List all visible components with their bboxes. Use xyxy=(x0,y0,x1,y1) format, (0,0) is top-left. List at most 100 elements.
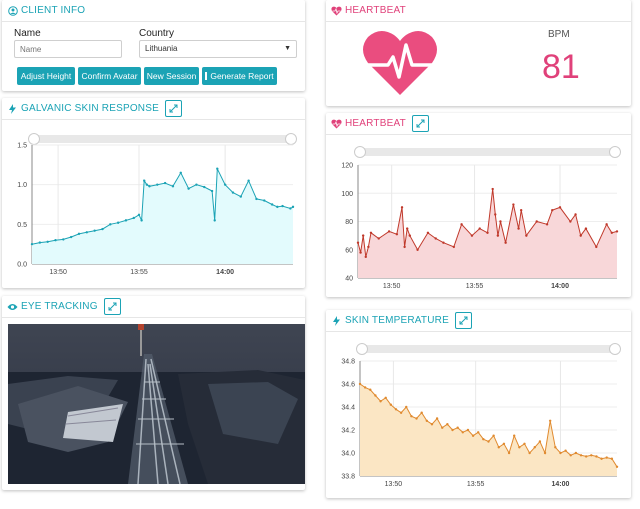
gsr-chart[interactable]: 0.0 0.5 1.0 1.5 13:50 13:55 14:00 xyxy=(2,122,305,287)
data-point xyxy=(545,223,549,226)
skin-temperature-chart[interactable]: 33.8 34.0 34.2 34.4 34.6 34.8 13:50 13:55 14:00 xyxy=(326,334,631,496)
data-point xyxy=(359,251,362,254)
data-point xyxy=(379,400,382,403)
y-tick-label: 1.5 xyxy=(17,143,27,150)
data-point xyxy=(369,388,372,391)
y-tick-label: 34.0 xyxy=(341,451,355,458)
skin-temperature-panel: SKIN TEMPERATURE 33.8 34.0 34.2 34.4 34.6 34.… xyxy=(326,310,631,498)
data-point xyxy=(239,195,242,198)
user-circle-icon xyxy=(7,5,18,16)
eye-tracking-panel: EYE TRACKING xyxy=(2,296,305,490)
data-point xyxy=(361,234,365,237)
data-point xyxy=(499,220,502,223)
data-point xyxy=(179,171,182,174)
skin-temperature-title: SKIN TEMPERATURE xyxy=(345,315,449,326)
heartbeat-chart[interactable]: 40 60 80 100 120 13:50 13:55 14:00 xyxy=(326,137,631,295)
y-tick-label: 60 xyxy=(345,247,353,254)
data-point xyxy=(456,426,459,429)
data-point xyxy=(291,205,295,209)
data-point xyxy=(543,451,547,455)
data-point xyxy=(109,223,112,226)
data-point xyxy=(600,457,603,460)
data-point xyxy=(517,227,520,230)
name-label: Name xyxy=(14,28,41,39)
gsr-panel: GALVANIC SKIN RESPONSE 0.0 0.5 1.0 1.5 13:50… xyxy=(2,98,305,288)
data-point xyxy=(610,457,614,460)
data-point xyxy=(579,234,582,237)
adjust-height-button[interactable]: Adjust Height xyxy=(17,67,75,85)
expand-icon[interactable] xyxy=(454,312,472,329)
data-point xyxy=(69,235,73,239)
gsr-title: GALVANIC SKIN RESPONSE xyxy=(21,103,159,114)
generate-report-button[interactable]: Generate Report xyxy=(202,67,277,85)
heartbeat-chart-title: HEARTBEAT xyxy=(345,118,406,129)
data-point xyxy=(569,454,572,457)
confirm-avatar-button[interactable]: Confirm Avatar xyxy=(78,67,141,85)
client-info-header: CLIENT INFO xyxy=(2,0,305,22)
data-point xyxy=(403,245,406,249)
slider-handle-right xyxy=(609,343,621,355)
data-point xyxy=(247,179,250,182)
data-point xyxy=(358,382,362,386)
bpm-unit-label: BPM xyxy=(548,29,570,40)
data-point xyxy=(574,451,578,455)
data-point xyxy=(30,242,34,246)
series-area xyxy=(32,168,293,264)
y-tick-label: 1.0 xyxy=(17,182,27,189)
data-point xyxy=(430,423,434,426)
y-tick-label: 0.0 xyxy=(17,262,27,269)
data-point xyxy=(374,394,377,397)
x-tick-label: 14:00 xyxy=(552,481,570,488)
data-point xyxy=(487,440,490,443)
data-point xyxy=(434,237,437,240)
bolt-icon xyxy=(7,103,18,114)
data-point xyxy=(486,231,489,234)
data-point xyxy=(163,181,167,185)
data-point xyxy=(54,239,57,242)
data-point xyxy=(281,204,284,208)
y-tick-label: 80 xyxy=(345,219,353,226)
data-point xyxy=(533,446,536,449)
data-point xyxy=(140,219,143,222)
data-point xyxy=(554,446,557,449)
data-point xyxy=(528,451,531,455)
data-point xyxy=(478,227,481,230)
slider-handle-left xyxy=(354,146,366,158)
new-session-button[interactable]: New Session xyxy=(144,67,199,85)
heartbeat-display-title: HEARTBEAT xyxy=(345,5,406,16)
data-point xyxy=(116,221,120,224)
expand-icon[interactable] xyxy=(103,298,121,315)
expand-icon[interactable] xyxy=(164,100,182,117)
y-tick-label: 33.8 xyxy=(341,474,355,481)
data-point xyxy=(492,434,495,437)
data-point xyxy=(497,446,500,449)
data-point xyxy=(405,405,408,409)
data-point xyxy=(276,205,279,209)
data-point xyxy=(255,197,258,201)
expand-icon[interactable] xyxy=(411,115,429,132)
series-area xyxy=(360,384,617,476)
country-select[interactable]: Lithuania ▼ xyxy=(139,40,297,58)
data-point xyxy=(496,234,500,237)
data-point xyxy=(62,238,65,241)
eye-tracking-video[interactable] xyxy=(8,324,305,484)
data-point xyxy=(387,230,391,233)
data-point xyxy=(148,185,151,188)
data-point xyxy=(195,183,198,186)
name-input[interactable] xyxy=(14,40,122,58)
data-point xyxy=(270,203,274,206)
data-point xyxy=(406,227,409,230)
data-point xyxy=(187,187,190,190)
data-point xyxy=(210,189,214,193)
data-point xyxy=(231,191,235,194)
data-point xyxy=(518,446,521,449)
data-point xyxy=(551,209,554,212)
data-point xyxy=(132,216,135,220)
x-tick-label: 14:00 xyxy=(551,283,569,290)
data-point xyxy=(85,231,89,234)
data-point xyxy=(494,213,497,216)
data-point xyxy=(558,206,562,209)
data-point xyxy=(410,415,413,418)
data-point xyxy=(442,241,445,244)
slider-handle-right xyxy=(285,133,297,145)
